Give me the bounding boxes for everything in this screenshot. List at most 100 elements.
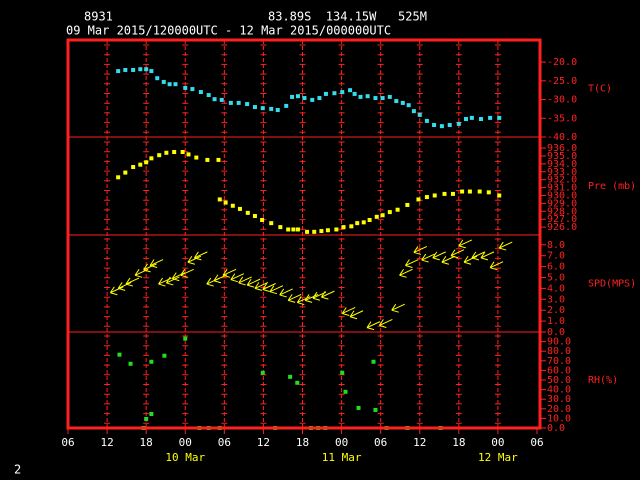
x-tick-label: 12 — [257, 436, 270, 449]
data-point — [190, 87, 195, 92]
wind-arrow — [230, 273, 245, 283]
data-point — [400, 100, 405, 105]
wind-arrow — [158, 277, 172, 287]
data-point — [416, 197, 421, 202]
y-tick-label: -40.0 — [547, 132, 577, 143]
station-location: 83.89S 134.15W 525M — [268, 10, 427, 24]
grid-tick — [182, 44, 189, 424]
data-point — [305, 229, 310, 234]
x-tick-label: 00 — [335, 436, 348, 449]
grid-tick — [299, 44, 306, 424]
data-point — [131, 67, 136, 72]
panel-label: T(C) — [588, 84, 612, 95]
y-tick-label: 930.0 — [547, 190, 577, 201]
y-tick-label: 20.0 — [547, 404, 571, 415]
y-tick-label: -35.0 — [547, 113, 577, 124]
data-point — [144, 160, 149, 165]
data-point — [469, 115, 474, 120]
wind-arrow — [149, 259, 164, 268]
y-tick-label: 927.0 — [547, 214, 577, 225]
x-tick-label: 18 — [452, 436, 465, 449]
data-point — [478, 117, 483, 122]
data-point — [477, 189, 482, 194]
data-point — [380, 96, 385, 101]
y-tick-label: 929.0 — [547, 198, 577, 209]
data-point — [278, 225, 283, 230]
panel-label: Pre (mb) — [588, 181, 636, 192]
data-point — [260, 217, 265, 222]
data-point — [149, 69, 154, 74]
data-point — [497, 115, 502, 120]
y-tick-label: 70.0 — [547, 356, 571, 367]
grid-tick — [260, 44, 267, 424]
data-point — [352, 91, 357, 96]
data-point — [317, 96, 322, 101]
wind-arrow — [171, 272, 186, 282]
wind-arrow — [143, 263, 157, 273]
data-point — [302, 96, 307, 101]
station-id: 8931 — [84, 10, 113, 24]
y-tick-label: 4.0 — [547, 283, 565, 294]
data-point — [236, 100, 241, 105]
y-tick-label: 0.0 — [547, 327, 565, 338]
data-point — [424, 118, 429, 123]
wind-arrow — [366, 321, 381, 331]
data-point — [486, 190, 491, 195]
data-point — [395, 207, 400, 212]
data-point — [183, 85, 188, 90]
wind-arrow — [279, 288, 293, 298]
data-point — [155, 76, 160, 81]
wind-arrow — [471, 251, 486, 261]
data-point — [275, 108, 280, 113]
y-tick-label: 50.0 — [547, 375, 571, 386]
wind-arrow — [125, 277, 140, 287]
y-tick-label: 1.0 — [547, 316, 565, 327]
data-point — [373, 96, 378, 101]
data-point — [172, 150, 177, 155]
wind-arrow — [378, 319, 393, 328]
x-tick-label: 06 — [61, 436, 74, 449]
data-point — [212, 97, 217, 102]
data-point — [167, 82, 172, 87]
data-point — [450, 191, 455, 196]
wind-arrow — [193, 251, 208, 261]
grid-tick — [416, 44, 423, 424]
x-tick-label: 12 — [413, 436, 426, 449]
data-point — [128, 361, 133, 366]
date-label: 10 Mar — [165, 451, 205, 464]
time-period: 09 Mar 2015/120000UTC - 12 Mar 2015/0000… — [66, 24, 391, 38]
data-point — [230, 203, 235, 208]
data-point — [198, 90, 203, 95]
y-tick-label: 10.0 — [547, 413, 571, 424]
data-point — [405, 202, 410, 207]
data-point — [116, 175, 121, 180]
data-point — [164, 150, 169, 155]
wind-arrow — [413, 245, 428, 255]
wind-arrow — [269, 285, 284, 295]
data-point — [417, 112, 422, 117]
data-point — [349, 224, 354, 229]
data-point — [149, 156, 154, 161]
data-point — [497, 193, 502, 198]
data-point — [340, 370, 345, 375]
data-point — [116, 69, 121, 74]
x-tick-label: 18 — [140, 436, 153, 449]
grid-tick — [143, 44, 150, 424]
y-tick-label: 80.0 — [547, 346, 571, 357]
wind-arrow — [246, 278, 261, 288]
y-tick-label: -20.0 — [547, 57, 577, 68]
data-point — [269, 221, 274, 226]
data-point — [367, 217, 372, 222]
data-point — [123, 67, 128, 72]
wind-arrow — [489, 261, 504, 271]
wind-arrow — [399, 268, 413, 278]
data-point — [387, 210, 392, 215]
data-point — [358, 94, 363, 99]
wind-arrow — [441, 255, 456, 265]
wind-arrow — [304, 293, 319, 303]
y-tick-label: 2.0 — [547, 305, 565, 316]
data-point — [206, 93, 211, 98]
data-point — [463, 117, 468, 122]
data-point — [161, 79, 166, 84]
data-point — [424, 195, 429, 200]
